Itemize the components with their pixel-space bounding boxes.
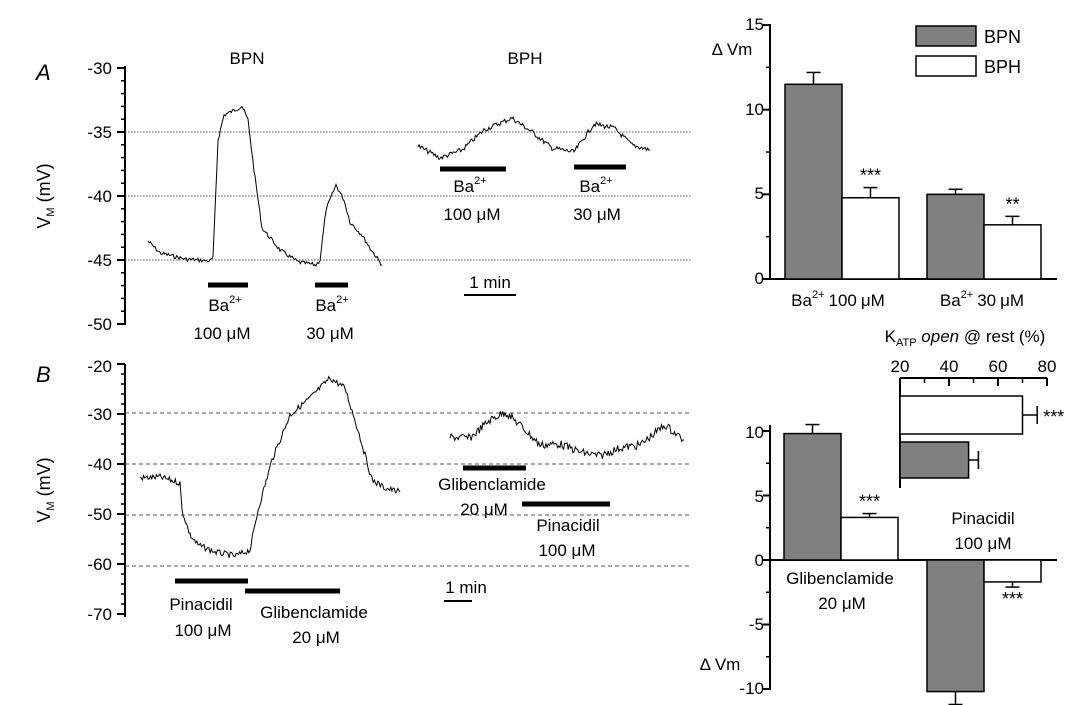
ytick-label: -60 (87, 555, 112, 574)
drug-conc: 30 μM (306, 324, 354, 343)
ytick-label: -30 (87, 59, 112, 78)
chart-b-category-label: Glibenclamide (786, 569, 894, 588)
katp-inset-chart: *** (899, 377, 1064, 488)
chart-b-ytick: 5 (755, 487, 764, 506)
ytick-label: -30 (87, 405, 112, 424)
chart-b-ytick: 0 (755, 551, 764, 570)
trace-title-bph: BPH (508, 49, 543, 68)
y-axis-label-b: VM (mV) (34, 457, 57, 522)
time-scale-label-a: 1 min (469, 273, 511, 292)
inset-xtick: 80 (1038, 357, 1057, 376)
chart-a-ytick: 15 (745, 15, 764, 34)
chart-b-category-label: Pinacidil (951, 509, 1014, 528)
chart-b-ylabel: Δ Vm (700, 655, 741, 674)
inset-bar (899, 395, 1024, 435)
drug-conc: 100 μM (174, 621, 231, 640)
chart-a-ytick: 0 (755, 269, 764, 288)
significance-marker: *** (1002, 589, 1023, 609)
significance-marker: ** (1005, 194, 1019, 214)
voltage-trace-bpn (147, 105, 383, 267)
bar (783, 432, 842, 561)
bar (784, 83, 843, 280)
application-bars-a (208, 164, 626, 288)
chart-b-category-conc: 20 μM (818, 594, 866, 613)
voltage-trace-bph-b (449, 411, 685, 459)
inset-xtick: 60 (989, 357, 1008, 376)
trace-title-bpn: BPN (230, 49, 265, 68)
chart-a-category-label: Ba2+ 30 μM (940, 289, 1024, 310)
legend-label-bpn: BPN (984, 27, 1021, 47)
trace-axis-a (117, 66, 126, 325)
chart-b-ytick: 10 (745, 423, 764, 442)
y-axis-label-a: VM (mV) (34, 163, 57, 228)
bar (841, 196, 900, 280)
drug-conc: 100 μM (538, 541, 595, 560)
bar (983, 224, 1042, 280)
inset-xtick: 20 (891, 357, 910, 376)
baseline-gridlines-a (125, 131, 692, 261)
drug-label-pinacidil: Pinacidil (536, 516, 599, 535)
drug-label-ba: Ba2+ (315, 294, 348, 315)
chart-a-ytick: 5 (755, 184, 764, 203)
trace-axis-b (117, 363, 126, 617)
significance-marker: *** (859, 492, 880, 512)
ytick-label: -70 (87, 605, 112, 624)
chart-a-ytick: 10 (745, 100, 764, 119)
inset-xtick: 40 (940, 357, 959, 376)
ytick-label: -35 (87, 123, 112, 142)
drug-label-glibenclamide: Glibenclamide (438, 475, 546, 494)
ytick-label: -40 (87, 455, 112, 474)
inset-bar (899, 441, 970, 479)
chart-a-category-label: Ba2+ 100 μM (791, 289, 885, 310)
chart-b-category-conc: 100 μM (954, 534, 1011, 553)
drug-conc: 20 μM (460, 500, 508, 519)
chart-a-ylabel: Δ Vm (712, 40, 753, 59)
application-bars-b (175, 465, 610, 594)
drug-label-ba: Ba2+ (579, 175, 612, 196)
legend-label-bph: BPH (984, 57, 1021, 77)
ytick-label: -45 (87, 251, 112, 270)
voltage-trace-bpn-b (139, 375, 401, 558)
chart-b-ytick: -5 (749, 615, 764, 634)
bar (926, 559, 985, 693)
panel-label-b: B (36, 362, 51, 387)
drug-conc: 30 μM (573, 205, 621, 224)
legend-swatch-bph (915, 55, 977, 77)
bar (983, 559, 1042, 583)
chart-b-ytick: -10 (739, 679, 764, 698)
drug-label-ba: Ba2+ (208, 294, 241, 315)
ytick-label: -50 (87, 505, 112, 524)
legend-swatch-bpn (915, 25, 977, 47)
bar-chart-a: ***** (763, 24, 1057, 280)
bar (840, 516, 899, 561)
inset-title: KATP open @ rest (%) (885, 327, 1046, 349)
baseline-gridlines-b (125, 412, 692, 567)
drug-conc: 20 μM (292, 628, 340, 647)
voltage-trace-bph (417, 115, 651, 161)
significance-marker: *** (1043, 407, 1064, 427)
bar-chart-b: *** *** (763, 423, 1057, 705)
drug-label-glibenclamide: Glibenclamide (260, 603, 368, 622)
significance-marker: *** (860, 166, 881, 186)
drug-conc: 100 μM (443, 205, 500, 224)
bar (926, 193, 985, 280)
panel-label-a: A (34, 60, 51, 85)
ytick-label: -20 (87, 357, 112, 376)
ytick-label: -50 (87, 315, 112, 334)
drug-conc: 100 μM (193, 324, 250, 343)
drug-label-pinacidil: Pinacidil (169, 595, 232, 614)
drug-label-ba: Ba2+ (453, 175, 486, 196)
ytick-label: -40 (87, 187, 112, 206)
time-scale-label-b: 1 min (445, 578, 487, 597)
